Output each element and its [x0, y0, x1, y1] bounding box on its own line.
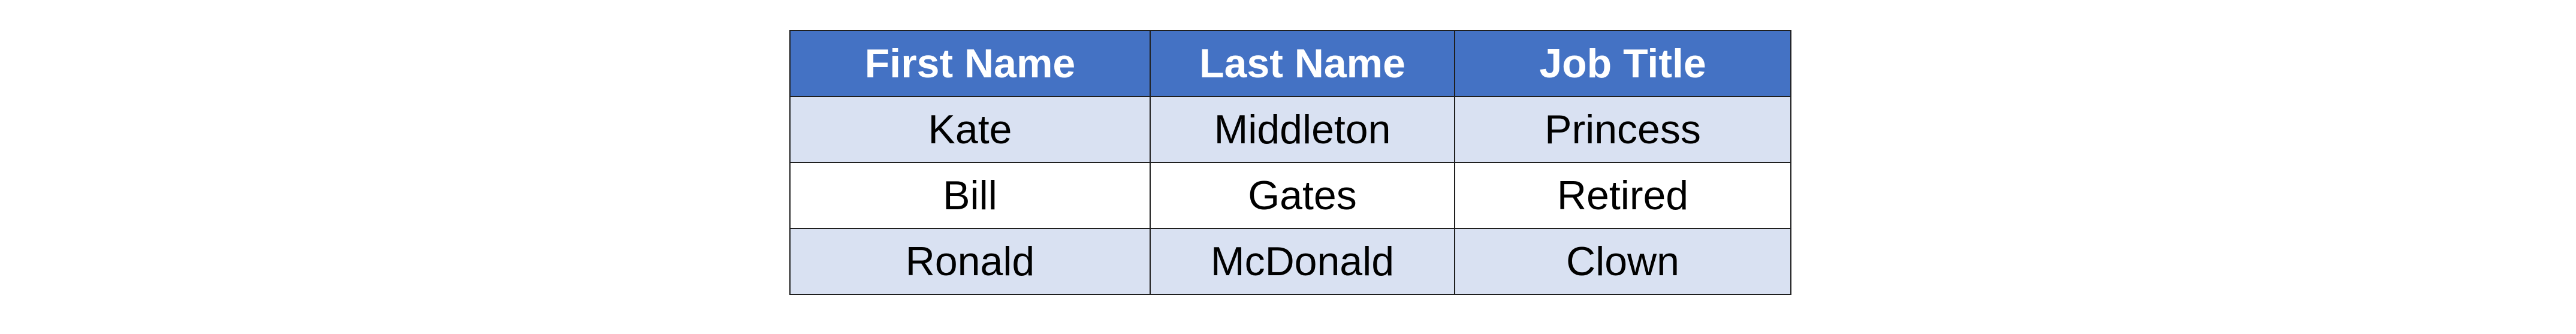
- column-header-job-title: Job Title: [1454, 30, 1791, 97]
- cell-first-name: Ronald: [789, 228, 1151, 295]
- cell-first-name: Kate: [789, 96, 1151, 163]
- cell-last-name: Middleton: [1150, 96, 1455, 163]
- cell-job-title: Clown: [1454, 228, 1791, 295]
- column-header-last-name: Last Name: [1150, 30, 1455, 97]
- table-row: Kate Middleton Princess: [789, 96, 1791, 163]
- cell-job-title: Retired: [1454, 162, 1791, 229]
- cell-first-name: Bill: [789, 162, 1151, 229]
- cell-last-name: Gates: [1150, 162, 1455, 229]
- table-row: Ronald McDonald Clown: [789, 228, 1791, 295]
- employee-table-container: First Name Last Name Job Title Kate Midd…: [789, 30, 1791, 295]
- cell-job-title: Princess: [1454, 96, 1791, 163]
- table-header-row: First Name Last Name Job Title: [789, 30, 1791, 97]
- column-header-first-name: First Name: [789, 30, 1151, 97]
- table-row: Bill Gates Retired: [789, 162, 1791, 229]
- cell-last-name: McDonald: [1150, 228, 1455, 295]
- employee-table: First Name Last Name Job Title Kate Midd…: [789, 30, 1791, 295]
